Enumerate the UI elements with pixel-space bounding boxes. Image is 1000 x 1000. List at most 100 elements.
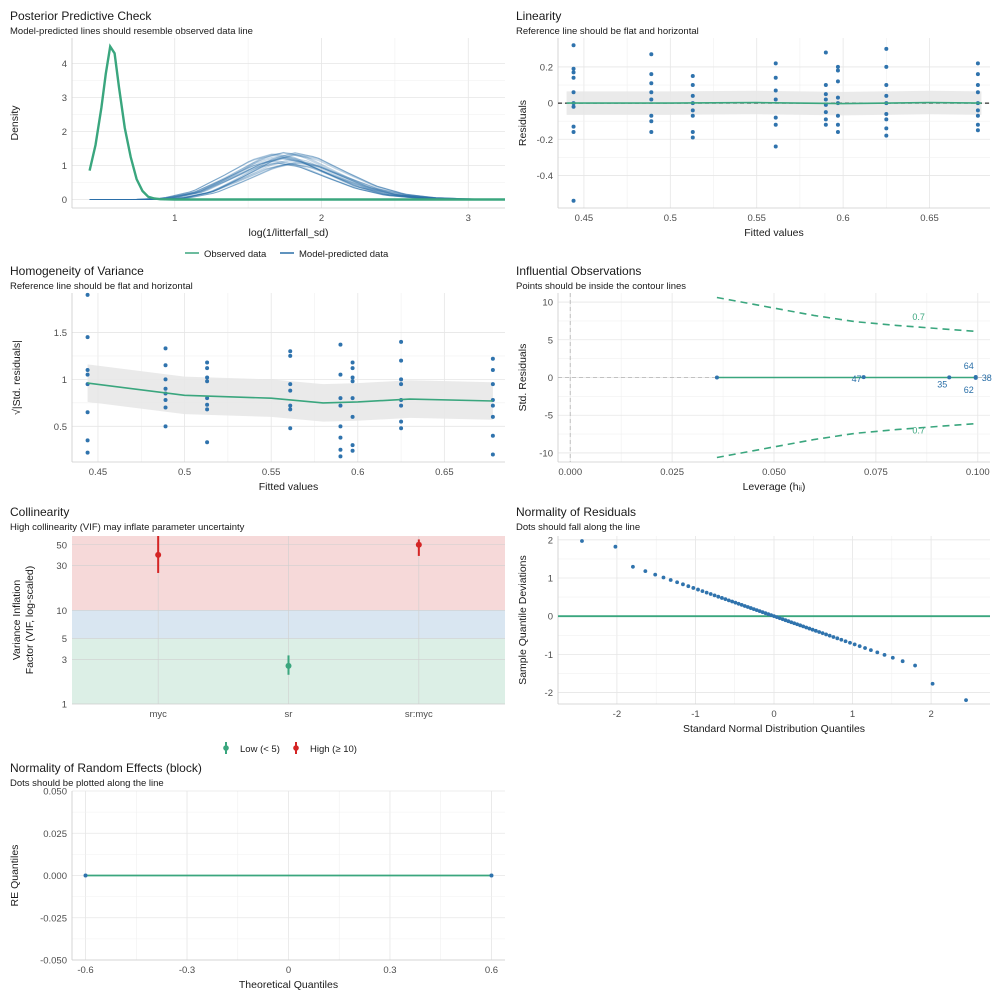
data-point <box>649 119 654 124</box>
data-point <box>848 640 852 645</box>
data-point <box>649 81 654 86</box>
x-axis-title: Fitted values <box>744 227 804 239</box>
data-point <box>780 617 785 622</box>
y-tick-label: 3 <box>62 93 67 104</box>
data-point <box>823 97 828 102</box>
data-point <box>338 454 343 459</box>
data-point <box>399 339 404 344</box>
y-axis-title: Std. Residuals <box>517 344 529 412</box>
data-point <box>288 388 293 393</box>
observed-density-line <box>88 43 505 201</box>
data-point <box>571 90 576 95</box>
data-point <box>350 375 355 380</box>
data-point <box>831 635 836 639</box>
predicted-density-line <box>89 161 501 200</box>
data-point <box>288 403 293 408</box>
contour-label-upper: 0.7 <box>912 312 925 322</box>
x-tick-label: 0.65 <box>920 213 939 224</box>
data-point <box>884 83 889 88</box>
point-label: 38 <box>982 373 992 383</box>
x-tick-label: 0.075 <box>864 467 888 478</box>
panel-subtitle: Dots should fall along the line <box>516 522 640 533</box>
data-point <box>789 620 794 625</box>
data-point <box>571 198 576 203</box>
data-point <box>691 586 696 590</box>
data-point <box>827 633 832 638</box>
y-tick-label: 50 <box>56 540 67 551</box>
data-point <box>681 582 685 587</box>
data-point <box>730 599 735 604</box>
variance-points <box>85 292 495 459</box>
data-point <box>823 110 828 115</box>
data-point <box>835 113 840 118</box>
panel-7: Normality of Random Effects (block) Dots … <box>9 761 505 991</box>
data-point <box>690 93 695 98</box>
x-tick-label: 0.3 <box>383 965 396 976</box>
x-tick-label: 0.100 <box>966 467 990 478</box>
contour-upper <box>716 296 978 333</box>
y-tick-label: 5 <box>62 634 67 645</box>
x-tick-label: myc <box>149 709 167 720</box>
data-point <box>163 398 168 403</box>
data-point <box>773 122 778 127</box>
data-point <box>690 83 695 88</box>
y-axis-title: Residuals <box>517 100 529 146</box>
x-tick-label: 0.6 <box>837 213 850 224</box>
data-point <box>163 405 168 410</box>
panel-1: Posterior Predictive Check Model-predicte… <box>9 9 505 260</box>
data-point <box>649 52 654 57</box>
panel-title: Homogeneity of Variance <box>10 264 144 278</box>
data-point <box>975 113 980 118</box>
point-label: 62 <box>964 385 974 395</box>
data-point <box>205 360 210 365</box>
data-point <box>350 414 355 419</box>
y-tick-label: 0 <box>548 99 553 110</box>
data-point <box>649 113 654 118</box>
panel-subtitle: Dots should be plotted along the line <box>10 778 164 789</box>
data-point <box>350 366 355 371</box>
data-point <box>350 448 355 453</box>
y-tick-label: -1 <box>545 650 553 661</box>
data-point <box>835 79 840 84</box>
data-point <box>489 873 494 878</box>
data-point <box>649 130 654 135</box>
predicted-density-line <box>89 163 501 200</box>
data-point <box>490 452 495 457</box>
data-point <box>700 589 705 594</box>
data-point <box>863 646 867 650</box>
data-point <box>890 655 895 660</box>
data-point <box>571 43 576 48</box>
data-point <box>399 382 404 387</box>
data-point <box>690 73 695 78</box>
data-point <box>810 627 815 632</box>
data-point <box>801 624 806 629</box>
data-point <box>643 569 648 574</box>
panel-subtitle: Reference line should be flat and horizo… <box>516 26 699 37</box>
panel-title: Linearity <box>516 9 561 23</box>
data-point <box>964 698 968 703</box>
y-tick-label: -10 <box>539 448 553 459</box>
data-point <box>900 659 905 664</box>
x-axis-title: log(1/litterfall_sd) <box>249 227 329 239</box>
data-point <box>690 113 695 118</box>
data-point <box>930 681 935 686</box>
data-point <box>882 652 887 657</box>
y-axis-title: Density <box>9 105 21 141</box>
data-point <box>288 382 293 387</box>
y-tick-label: -2 <box>545 688 553 699</box>
panel-title: Normality of Residuals <box>516 505 636 519</box>
data-point <box>835 64 840 69</box>
data-point <box>975 72 980 77</box>
x-tick-label: -1 <box>691 709 699 720</box>
data-point <box>350 379 355 384</box>
data-point <box>835 95 840 100</box>
smooth-line <box>87 382 493 404</box>
y-axis-title: Variance Inflation <box>11 580 23 661</box>
data-point <box>649 97 654 102</box>
x-tick-label: sr:myc <box>405 709 433 720</box>
data-point <box>813 628 818 633</box>
data-point <box>716 594 721 599</box>
data-point <box>490 356 495 361</box>
data-point <box>777 616 782 621</box>
x-axis-title: Theoretical Quantiles <box>239 979 338 991</box>
